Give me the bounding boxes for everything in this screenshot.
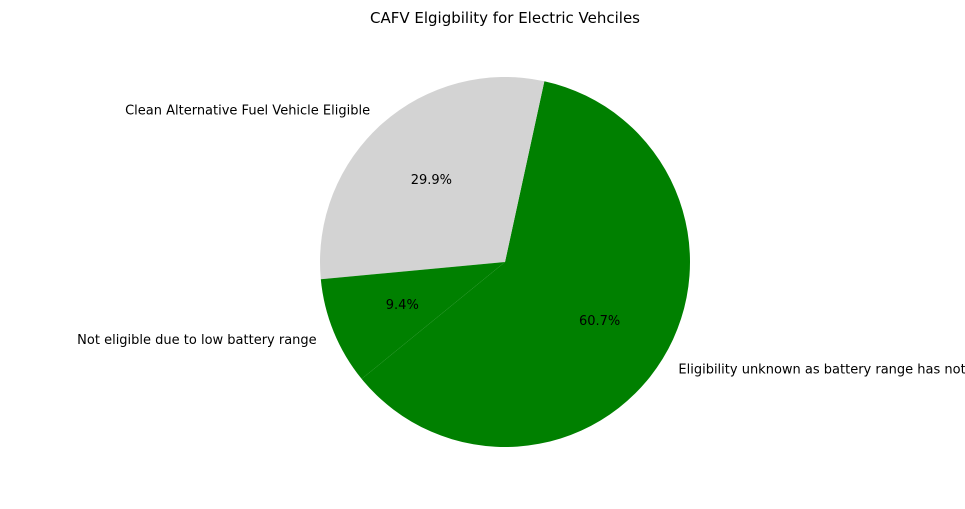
pie-labels: 60.7% Eligibility unknown as battery rang… [77,104,965,378]
chart-title: CAFV Elgigbility for Electric Vehciles [370,9,640,27]
pie-category-label-1: Clean Alternative Fuel Vehicle Eligible [125,104,370,119]
pie-category-label-0: Eligibility unknown as battery range has… [678,362,965,377]
pie-slice-2 [320,262,505,379]
pie-slices [320,76,690,447]
pie-slice-1 [320,76,545,280]
pie-pct-label-1: 29.9% [411,173,452,188]
pie-pct-label-0: 60.7% [579,314,620,329]
pie-slice-0 [361,81,690,447]
pie-category-label-2: Not eligible due to low battery range [77,333,317,348]
pie-pct-label-2: 9.4% [386,298,419,313]
